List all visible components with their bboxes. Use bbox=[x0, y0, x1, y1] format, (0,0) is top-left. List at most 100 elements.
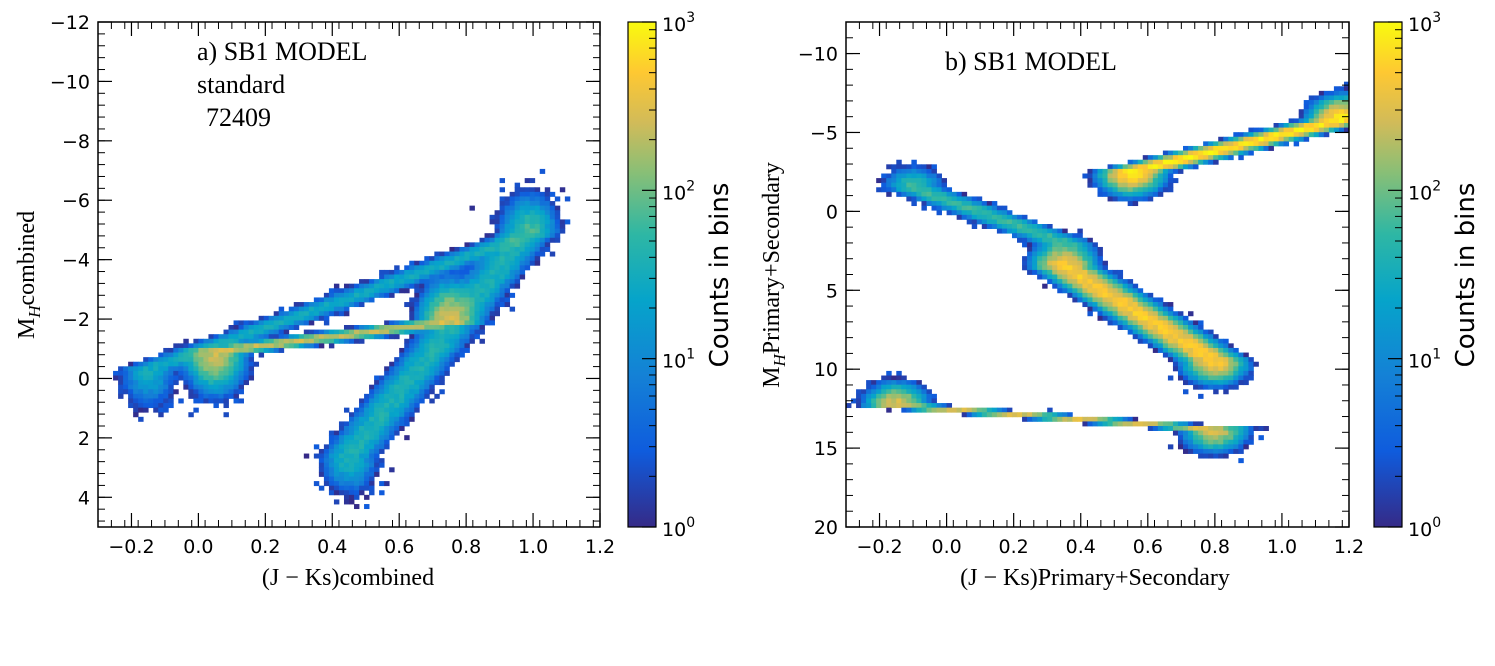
heatmap-cell bbox=[1092, 302, 1098, 308]
heatmap-cell bbox=[881, 187, 887, 193]
heatmap-cell bbox=[544, 246, 551, 252]
heatmap-cell bbox=[1258, 141, 1264, 147]
panel-a: −0.2 0.0 0.2 0.4 0.6 0.8 1.0 1.2−12−10−8−6−4−20… bbox=[14, 12, 615, 591]
heatmap-cell bbox=[1077, 279, 1083, 285]
heatmap-cell bbox=[876, 187, 882, 193]
heatmap-cell bbox=[1162, 302, 1169, 308]
heatmap-cell bbox=[1097, 288, 1103, 294]
heatmap-cell bbox=[288, 311, 295, 317]
heatmap-cell bbox=[1142, 173, 1149, 179]
heatmap-cell bbox=[359, 398, 365, 404]
heatmap-cell bbox=[1152, 191, 1159, 197]
heatmap-cell bbox=[359, 325, 365, 330]
heatmap-cell bbox=[188, 357, 194, 363]
heatmap-cell bbox=[364, 334, 370, 340]
heatmap-cell bbox=[303, 315, 310, 321]
heatmap-cell bbox=[1092, 269, 1098, 275]
heatmap-cell bbox=[474, 274, 480, 280]
heatmap-cell bbox=[243, 352, 249, 358]
heatmap-cell bbox=[509, 279, 516, 285]
heatmap-cell bbox=[338, 490, 345, 496]
heatmap-cell bbox=[364, 403, 370, 409]
heatmap-cell bbox=[459, 311, 465, 317]
heatmap-cell bbox=[1122, 178, 1129, 184]
heatmap-cell bbox=[1082, 256, 1088, 262]
heatmap-cell bbox=[1318, 118, 1325, 124]
heatmap-cell bbox=[529, 224, 536, 229]
heatmap-cell bbox=[1022, 265, 1028, 271]
heatmap-cell bbox=[218, 375, 224, 381]
heatmap-cell bbox=[1087, 178, 1093, 184]
heatmap-cell bbox=[369, 421, 375, 427]
heatmap-cell bbox=[349, 283, 355, 289]
heatmap-cell bbox=[1223, 136, 1229, 142]
heatmap-cell bbox=[389, 426, 395, 431]
heatmap-cell bbox=[464, 297, 470, 303]
heatmap-cell bbox=[123, 375, 129, 381]
heatmap-cell bbox=[1132, 196, 1139, 202]
heatmap-cell bbox=[208, 384, 214, 390]
heatmap-cell bbox=[1102, 265, 1108, 271]
heatmap-cell bbox=[178, 352, 184, 358]
heatmap-cell bbox=[318, 329, 325, 335]
heatmap-cell bbox=[379, 393, 385, 399]
heatmap-cell bbox=[1122, 283, 1129, 289]
heatmap-cell bbox=[1223, 352, 1229, 358]
heatmap-cell bbox=[1127, 168, 1134, 174]
heatmap-cell bbox=[404, 412, 410, 418]
heatmap-cell bbox=[1127, 283, 1134, 289]
heatmap-cell bbox=[1077, 288, 1083, 294]
heatmap-cell bbox=[886, 403, 892, 409]
heatmap-cell bbox=[424, 361, 430, 367]
heatmap-cell bbox=[404, 338, 410, 344]
heatmap-cell bbox=[1243, 370, 1249, 376]
heatmap-cell bbox=[886, 393, 892, 399]
heatmap-cell bbox=[1223, 384, 1229, 390]
heatmap-cell bbox=[1152, 173, 1159, 179]
heatmap-cell bbox=[1198, 439, 1204, 445]
heatmap-cell bbox=[354, 481, 360, 487]
heatmap-cell bbox=[1177, 343, 1184, 349]
heatmap-cell bbox=[1313, 104, 1320, 110]
heatmap-cell bbox=[1162, 334, 1169, 340]
heatmap-cell bbox=[1162, 329, 1169, 335]
heatmap-cell bbox=[519, 237, 526, 243]
heatmap-cell bbox=[881, 398, 887, 404]
heatmap-cell bbox=[1177, 347, 1184, 353]
heatmap-cell bbox=[1072, 246, 1078, 252]
heatmap-cell bbox=[148, 389, 154, 395]
heatmap-cell bbox=[941, 205, 947, 211]
heatmap-cell bbox=[233, 389, 239, 395]
heatmap-cell bbox=[1183, 426, 1189, 431]
heatmap-cell bbox=[394, 279, 400, 285]
heatmap-cell bbox=[399, 416, 405, 422]
heatmap-cell bbox=[253, 338, 260, 344]
heatmap-cell bbox=[504, 297, 511, 303]
heatmap-cell bbox=[1188, 357, 1194, 363]
heatmap-cell bbox=[1258, 145, 1264, 151]
heatmap-cell bbox=[359, 297, 365, 303]
heatmap-cell bbox=[404, 343, 410, 349]
heatmap-cell bbox=[901, 187, 907, 193]
heatmap-cell bbox=[414, 375, 420, 381]
heatmap-cell bbox=[1022, 214, 1028, 220]
heatmap-cell bbox=[364, 481, 370, 487]
heatmap-cell bbox=[1223, 389, 1229, 395]
heatmap-cell bbox=[243, 361, 249, 367]
heatmap-cell bbox=[966, 210, 973, 216]
heatmap-cell bbox=[1077, 283, 1083, 289]
heatmap-cell bbox=[549, 210, 556, 216]
heatmap-cell bbox=[459, 246, 465, 252]
heatmap-cell bbox=[484, 320, 490, 326]
heatmap-cell bbox=[333, 485, 340, 491]
heatmap-cell bbox=[439, 265, 445, 271]
heatmap-cell bbox=[409, 329, 415, 335]
heatmap-cell bbox=[143, 370, 149, 376]
heatmap-cell bbox=[459, 265, 465, 271]
heatmap-cell bbox=[1183, 361, 1189, 367]
heatmap-cell bbox=[499, 302, 506, 308]
heatmap-cell bbox=[333, 297, 340, 303]
heatmap-cell bbox=[504, 237, 511, 243]
heatmap-cell bbox=[911, 393, 917, 399]
heatmap-cell bbox=[1198, 150, 1204, 156]
